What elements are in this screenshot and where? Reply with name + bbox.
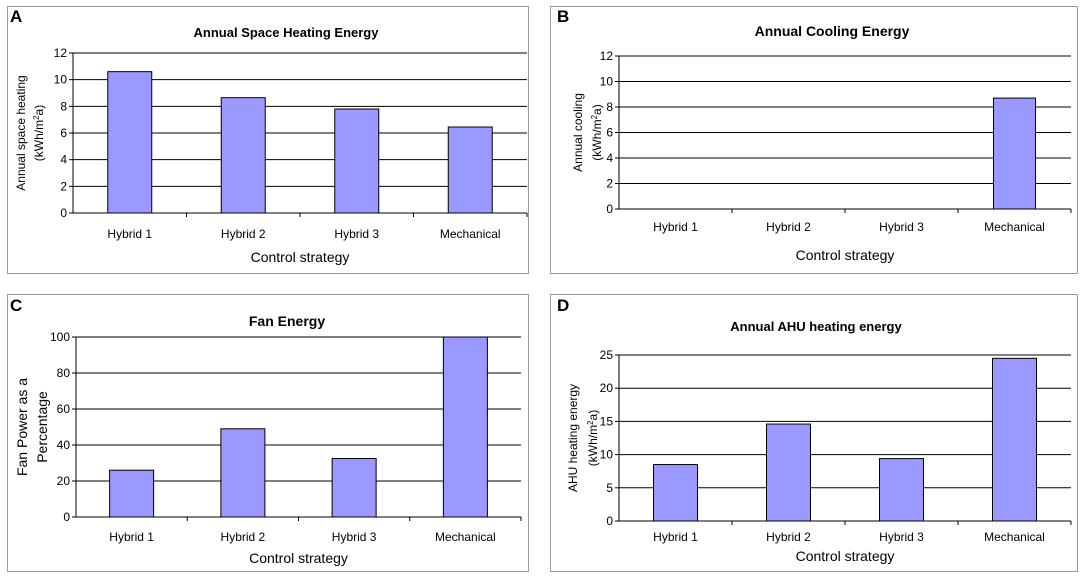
bar-hybrid-3 <box>334 108 380 214</box>
fan-energy-chart: Fan Energy 0 20 40 60 80 100 Hybrid 1 Hybrid 2 Hy… <box>14 313 522 566</box>
bar-hybrid-2 <box>766 423 811 522</box>
panel-label-c: C <box>10 296 23 315</box>
y-axis-label-unit-end: a) <box>32 105 46 116</box>
y-tick-label: 25 <box>600 348 614 362</box>
y-axis-label-line2: (kWh/m2a) <box>590 104 605 160</box>
chart-title: Annual Cooling Energy <box>755 23 910 39</box>
x-category-label: Mechanical <box>984 220 1045 234</box>
bar-hybrid-3 <box>331 458 377 518</box>
y-axis-label-sup: 2 <box>590 114 599 119</box>
y-tick-label: 0 <box>63 510 70 524</box>
y-axis-label-unit: Percentage <box>34 391 50 463</box>
cooling-chart: Annual Cooling Energy 0 2 4 6 8 10 12 Hybrid 1 Hy… <box>571 23 1072 263</box>
x-category-label: Mechanical <box>440 227 501 241</box>
x-category-label: Hybrid 2 <box>221 227 266 241</box>
y-axis-label-line1: AHU heating energy <box>566 384 580 492</box>
y-tick-label: 6 <box>606 126 613 140</box>
x-category-label: Hybrid 3 <box>334 227 379 241</box>
panel-label-a: A <box>10 7 23 26</box>
y-tick-label: 8 <box>606 100 613 114</box>
y-tick-label: 80 <box>57 366 71 380</box>
y-axis-label-unit: (kWh/m <box>32 120 46 161</box>
panel-label-b: B <box>557 7 570 26</box>
bar-hybrid-3 <box>879 458 924 522</box>
y-tick-label: 0 <box>606 514 613 528</box>
chart-title: Annual AHU heating energy <box>730 319 902 334</box>
y-tick-label: 10 <box>54 73 68 87</box>
x-category-label: Mechanical <box>435 530 496 544</box>
y-axis-label-unit: (kWh/m <box>590 119 604 160</box>
bar-mechanical <box>442 336 488 518</box>
y-axis-label-unit-end: a) <box>590 104 604 115</box>
panel-c: Fan Energy 0 20 40 60 80 100 Hybrid 1 Hybrid 2 Hy… <box>7 294 529 572</box>
y-tick-label: 12 <box>600 49 614 63</box>
y-tick-label: 4 <box>60 153 67 167</box>
y-tick-label: 5 <box>606 481 613 495</box>
bar-hybrid-1 <box>109 469 155 518</box>
chart-title: Fan Energy <box>249 313 325 329</box>
y-axis-label-line2: (kWh/m2a) <box>32 105 47 161</box>
bar-hybrid-2 <box>220 97 266 214</box>
x-category-label: Hybrid 2 <box>221 530 266 544</box>
y-axis-label-line2: Percentage <box>34 391 50 463</box>
y-tick-label: 20 <box>600 381 614 395</box>
x-category-label: Hybrid 2 <box>766 220 811 234</box>
y-tick-label: 2 <box>606 177 613 191</box>
x-category-label: Hybrid 3 <box>879 220 924 234</box>
x-category-label: Hybrid 3 <box>879 530 924 544</box>
y-tick-label: 12 <box>54 46 68 60</box>
y-axis-label-line1: Annual cooling <box>571 93 585 172</box>
y-axis-label-line1: Fan Power as a <box>14 378 30 476</box>
panel-a: Annual Space Heating Energy 0 2 4 6 8 10 12 Hybr… <box>7 6 529 274</box>
y-tick-label: 60 <box>57 402 71 416</box>
x-axis-label: Control strategy <box>796 247 895 263</box>
y-tick-label: 0 <box>606 202 613 216</box>
y-tick-label: 0 <box>60 206 67 220</box>
bar-mechanical <box>992 357 1037 522</box>
y-tick-label: 6 <box>60 126 67 140</box>
x-category-label: Hybrid 2 <box>766 530 811 544</box>
x-category-label: Hybrid 1 <box>109 530 154 544</box>
y-tick-label: 20 <box>57 474 71 488</box>
x-category-label: Mechanical <box>984 530 1045 544</box>
y-axis-label-sup: 2 <box>32 115 41 120</box>
y-tick-label: 40 <box>57 438 71 452</box>
y-tick-label: 100 <box>50 330 70 344</box>
bar-mechanical <box>447 126 493 214</box>
x-category-label: Hybrid 1 <box>653 220 698 234</box>
x-category-label: Hybrid 1 <box>653 530 698 544</box>
bar-hybrid-2 <box>220 428 266 518</box>
x-category-label: Hybrid 3 <box>332 530 377 544</box>
y-tick-label: 4 <box>606 151 613 165</box>
bar-hybrid-1 <box>653 464 698 522</box>
space-heating-chart: Annual Space Heating Energy 0 2 4 6 8 10 12 Hybr… <box>14 25 528 265</box>
y-axis-label-line2: (kWh/m2a) <box>586 410 601 466</box>
panel-label-d: D <box>557 296 570 315</box>
y-axis-label-unit-end: a) <box>586 410 600 421</box>
chart-title: Annual Space Heating Energy <box>194 25 380 40</box>
panel-b: Annual Cooling Energy 0 2 4 6 8 10 12 Hybrid 1 Hy… <box>550 6 1078 274</box>
y-tick-label: 15 <box>600 414 614 428</box>
x-axis-label: Control strategy <box>251 249 350 265</box>
bar-mechanical <box>993 97 1036 210</box>
y-axis-label-unit: (kWh/m <box>586 425 600 466</box>
y-tick-label: 8 <box>60 99 67 113</box>
ahu-heating-chart: Annual AHU heating energy 0 5 10 15 20 25 Hybri… <box>566 319 1072 564</box>
x-category-label: Hybrid 1 <box>107 227 152 241</box>
panel-d: Annual AHU heating energy 0 5 10 15 20 25 Hybri… <box>550 294 1078 572</box>
y-axis-label-sup: 2 <box>586 420 595 425</box>
y-tick-label: 2 <box>60 179 67 193</box>
y-axis-label-line1: Annual space heating <box>14 75 28 190</box>
y-tick-label: 10 <box>600 75 614 89</box>
bar-hybrid-1 <box>107 71 153 214</box>
x-axis-label: Control strategy <box>249 550 348 566</box>
x-axis-label: Control strategy <box>796 548 895 564</box>
y-tick-label: 10 <box>600 448 614 462</box>
